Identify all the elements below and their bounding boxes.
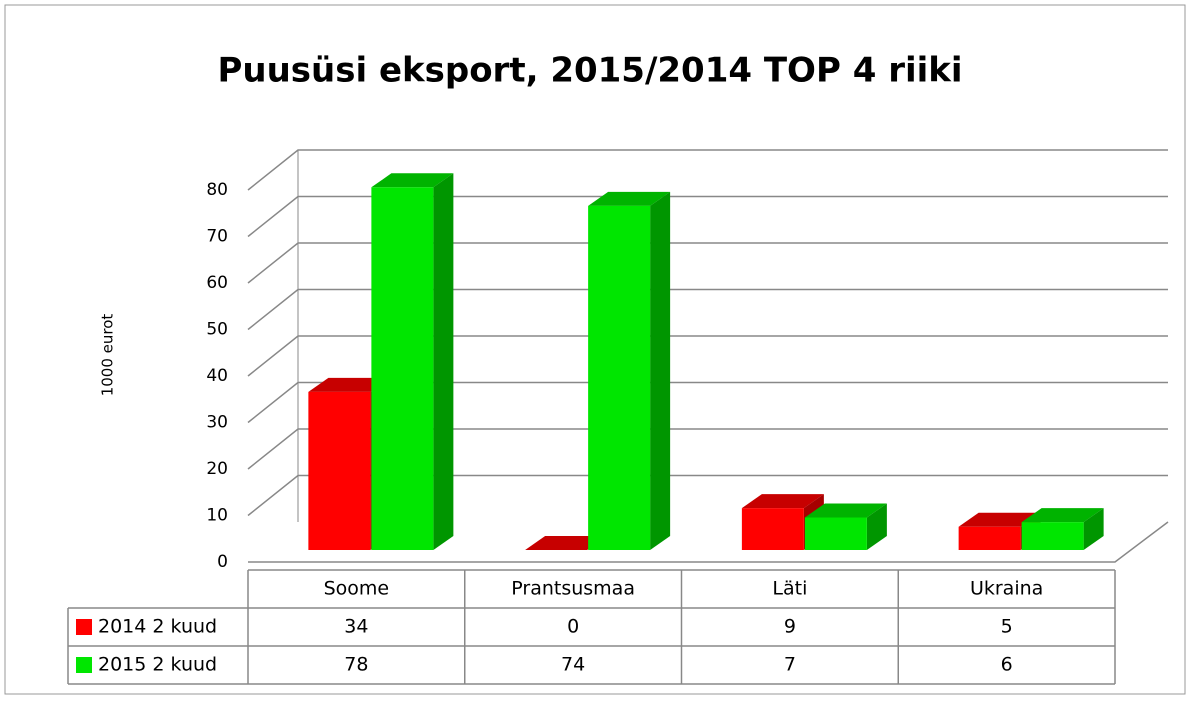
bar-face bbox=[308, 391, 371, 550]
table-cell: 6 bbox=[1001, 654, 1013, 676]
grid-line bbox=[247, 381, 1168, 424]
x-tick-label: Läti bbox=[772, 578, 807, 600]
bar-face bbox=[433, 173, 454, 551]
bar bbox=[1021, 508, 1104, 550]
bar-face bbox=[1021, 522, 1084, 550]
y-tick-label: 40 bbox=[206, 366, 228, 386]
bar bbox=[525, 536, 608, 550]
grid-line bbox=[248, 521, 1169, 563]
bar bbox=[588, 191, 671, 550]
table-cell: 78 bbox=[344, 654, 368, 676]
table-cell: 0 bbox=[567, 616, 579, 638]
bar-face bbox=[958, 526, 1021, 550]
y-tick-label: 70 bbox=[206, 227, 228, 247]
table-cell: 74 bbox=[561, 654, 585, 676]
bar bbox=[371, 173, 454, 551]
grid-line bbox=[247, 288, 1168, 331]
bar-face bbox=[650, 191, 671, 550]
y-tick-label: 30 bbox=[206, 413, 228, 433]
x-tick-label: Soome bbox=[324, 578, 390, 600]
bar-face bbox=[741, 508, 804, 550]
bar-face bbox=[308, 377, 391, 392]
grid-line bbox=[247, 335, 1168, 377]
bar-face bbox=[371, 187, 434, 551]
x-tick-label: Prantsusmaa bbox=[511, 578, 635, 600]
y-axis-label: 1000 eurot bbox=[99, 314, 117, 397]
table-cell: 7 bbox=[784, 654, 796, 676]
bar-face bbox=[588, 191, 671, 206]
grid-line bbox=[247, 242, 1168, 284]
x-tick-label: Ukraina bbox=[970, 578, 1043, 600]
bar-face bbox=[958, 512, 1041, 527]
legend-swatch bbox=[76, 619, 92, 635]
y-tick-label: 80 bbox=[206, 180, 228, 200]
legend-swatch bbox=[76, 657, 92, 673]
bar-face bbox=[1083, 508, 1104, 550]
bar-face bbox=[1021, 508, 1104, 523]
bar-face bbox=[371, 173, 454, 188]
bar-face bbox=[525, 536, 608, 550]
y-tick-label: 0 bbox=[217, 552, 228, 572]
bar-face bbox=[866, 503, 887, 550]
grid-line bbox=[247, 474, 1168, 517]
bar-face bbox=[804, 517, 867, 550]
table-cell: 9 bbox=[784, 616, 796, 638]
bar-face bbox=[588, 205, 651, 550]
table-cell: 34 bbox=[344, 616, 368, 638]
y-tick-label: 60 bbox=[206, 273, 228, 293]
grid-line bbox=[247, 195, 1168, 238]
bar-face bbox=[741, 494, 824, 509]
legend-label: 2014 2 kuud bbox=[98, 616, 217, 638]
grid-line bbox=[247, 428, 1168, 470]
chart-title: Puusüsi eksport, 2015/2014 TOP 4 riiki bbox=[217, 51, 962, 91]
table-cell: 5 bbox=[1001, 616, 1013, 638]
bar-face bbox=[804, 503, 887, 518]
grid-line bbox=[247, 149, 1168, 191]
legend-label: 2015 2 kuud bbox=[98, 654, 217, 676]
y-tick-label: 10 bbox=[206, 506, 228, 526]
bar bbox=[804, 503, 887, 550]
y-tick-label: 20 bbox=[206, 459, 228, 479]
y-tick-label: 50 bbox=[206, 320, 228, 340]
